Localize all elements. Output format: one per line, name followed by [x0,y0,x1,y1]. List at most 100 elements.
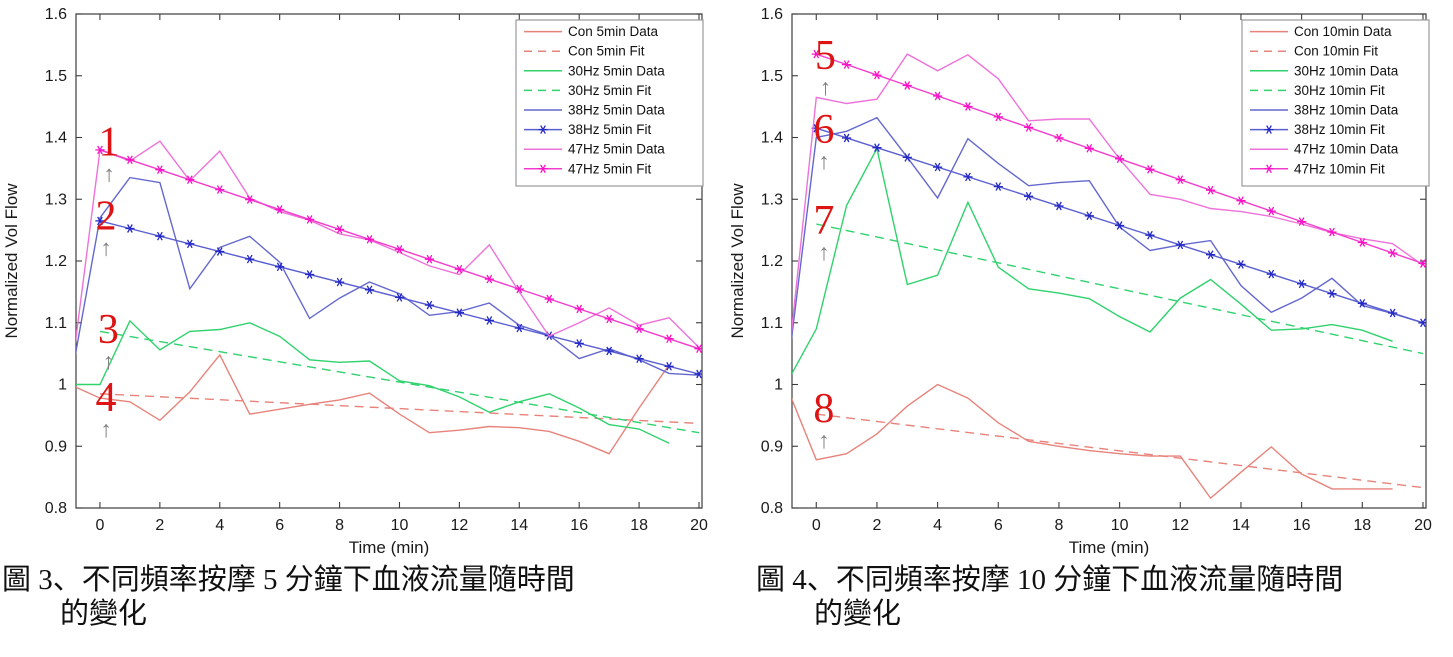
series-group [792,49,1426,500]
x-tick-labels: 0 2 4 6 8 10 12 14 16 18 20 [812,517,1432,534]
chart-pane-fig3: 0 2 4 6 8 10 12 14 16 18 20 0.8 0.9 1 1.1 1.2 1.3 1.4 1.5 1… [0,0,726,657]
series-30hz-5min-data [76,319,670,444]
legend-star-marker [1264,164,1274,174]
x-tick-label: 18 [1353,517,1371,534]
annotation-number-3: 3 [98,307,119,353]
annotation-up-arrow-icon: ↑ [100,235,112,261]
legend: Con 10min Data Con 10min Fit 30Hz 10min Da… [1241,19,1430,187]
fig4-caption: 圖 4、不同頻率按摩 10 分鐘下血液流量隨時間 的變化 [726,563,1453,631]
x-tick-label: 14 [1232,517,1250,534]
annotation-up-arrow-icon: ↑ [818,148,830,174]
legend-label: 38Hz 5min Data [568,103,665,118]
x-tick-label: 12 [1171,517,1189,534]
y-tick-label: 1.1 [761,315,783,332]
series-con-10min-fit [816,413,1424,489]
legend-label: 47Hz 10min Data [1294,142,1399,157]
fig3-caption-line1: 圖 3、不同頻率按摩 5 分鐘下血液流量隨時間 [2,564,575,596]
y-tick-label: 0.8 [761,500,783,517]
legend-star-marker [1264,125,1274,134]
y-tick-label: 1.4 [45,130,67,147]
series-30hz-5min-fit [99,330,700,434]
annotation-up-arrow-icon: ↑ [818,427,830,453]
star-markers [811,49,1426,268]
x-tick-label: 0 [812,517,821,534]
x-axis-label: Time (min) [1069,538,1150,557]
x-tick-label: 12 [450,517,468,534]
fig3-caption: 圖 3、不同頻率按摩 5 分鐘下血液流量隨時間 的變化 [0,563,726,631]
legend-label: Con 10min Data [1294,24,1392,39]
legend-label: Con 5min Data [568,24,659,39]
x-tick-label: 2 [155,517,164,534]
x-tick-label: 8 [1054,517,1063,534]
annotations: 1↑2↑3↑4↑ [95,119,119,442]
x-tick-label: 14 [510,517,528,534]
fig3-chart: 0 2 4 6 8 10 12 14 16 18 200.80.911.11.21.31.41.51… [0,0,726,560]
x-tick-label: 6 [994,517,1003,534]
y-tick-label: 0.8 [45,500,67,517]
legend-label: Con 10min Fit [1294,44,1378,59]
fig4-caption-line1: 圖 4、不同頻率按摩 10 分鐘下血液流量隨時間 [756,564,1344,596]
annotations: 5↑6↑7↑8↑ [813,33,836,453]
series-47hz-5min-data [76,140,700,348]
y-tick-labels: 0.8 0.9 1 1.1 1.2 1.3 1.4 1.5 1.6 [45,6,67,517]
tick-marks [76,13,702,509]
annotation-number-8: 8 [813,386,834,432]
series-47hz-10min-data [792,53,1424,334]
y-tick-label: 1.1 [45,315,67,332]
star-markers [95,145,702,354]
x-tick-label: 2 [872,517,881,534]
chart-pane-fig4: 0 2 4 6 8 10 12 14 16 18 20 0.8 0.9 1 1.1 1.2 1.3 1.4 1.5 1… [726,0,1453,657]
legend-label: 30Hz 10min Data [1294,63,1399,78]
annotation-up-arrow-icon: ↑ [103,348,115,374]
y-tick-label: 1.3 [761,191,783,208]
y-tick-label: 0.9 [45,438,67,455]
x-tick-label: 10 [391,517,409,534]
annotation-up-arrow-icon: ↑ [100,416,112,442]
fig4-chart: 0 2 4 6 8 10 12 14 16 18 20 0.8 0.9 1 1.1 1.2 1.3 1.4 1.5 1… [726,0,1453,560]
y-axis-label: Normalized Vol Flow [728,183,747,339]
y-tick-label: 1.2 [45,253,67,270]
annotation-number-7: 7 [813,198,834,244]
legend-label: 47Hz 10min Fit [1294,161,1385,176]
y-tick-label: 1.6 [45,6,67,23]
annotation-number-1: 1 [98,119,119,165]
annotation-up-arrow-icon: ↑ [103,160,115,186]
annotation-number-4: 4 [95,375,116,421]
legend-label: 38Hz 10min Fit [1294,122,1385,137]
y-tick-label: 1.5 [45,68,67,85]
x-tick-label: 20 [1414,517,1432,534]
y-tick-label: 1.4 [761,130,783,147]
series-con-5min-data [76,353,670,455]
y-tick-label: 1.6 [761,6,783,23]
x-tick-label: 10 [1111,517,1129,534]
y-tick-label: 1 [774,377,783,394]
legend-box [1241,19,1430,187]
x-tick-label: 0 [96,517,105,534]
legend-label: 30Hz 5min Data [568,63,665,78]
legend-star-marker [538,125,548,134]
legend-label: 38Hz 10min Data [1294,103,1399,118]
x-tick-label: 6 [275,517,284,534]
x-tick-label: 18 [630,517,648,534]
legend-label: 30Hz 10min Fit [1294,83,1385,98]
annotation-up-arrow-icon: ↑ [818,239,830,265]
legend-star-marker [538,164,548,174]
legend-label: 30Hz 5min Fit [568,83,652,98]
legend: Con 5min Data Con 5min Fit 30Hz 5min Data 3… [515,19,704,187]
y-tick-label: 1.2 [761,253,783,270]
series-30hz-10min-data [792,146,1393,375]
y-axis-label: Normalized Vol Flow [2,183,21,339]
legend-box [515,19,704,187]
legend-label: Con 5min Fit [568,44,645,59]
y-tick-label: 0.9 [761,438,783,455]
legend-label: 47Hz 5min Data [568,142,665,157]
legend-label: 38Hz 5min Fit [568,122,652,137]
y-tick-label: 1.3 [45,191,67,208]
annotation-number-6: 6 [813,107,834,153]
x-tick-labels: 0 2 4 6 8 10 12 14 16 18 20 [96,517,708,534]
series-30hz-10min-fit [816,223,1424,355]
legend-label: 47Hz 5min Fit [568,161,652,176]
x-tick-label: 16 [1293,517,1311,534]
series-38hz-5min-data [76,176,700,376]
